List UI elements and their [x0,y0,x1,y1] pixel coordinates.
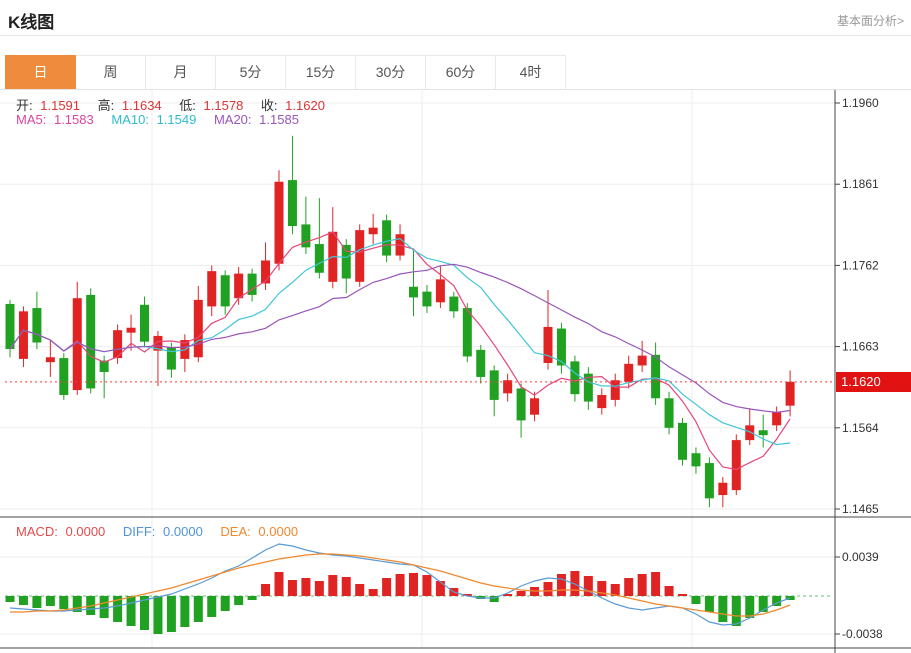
diff-line [9,543,791,626]
tab-15min[interactable]: 15分 [286,55,356,90]
ma20-label: MA20: [213,112,252,127]
current-price-badge: 1.1620 [836,372,911,392]
ma10-label: MA10: [111,112,149,127]
tab-30min[interactable]: 30分 [356,55,426,90]
price-tick-label: 1.1663 [842,340,879,354]
ma10-value: 1.1549 [156,112,197,127]
ma20-line [9,263,791,414]
ma-legend: MA5: 1.1583 MA10: 1.1549 MA20: 1.1585 [16,112,303,127]
price-tick-label: 1.1960 [842,96,879,110]
open-value: 1.1591 [40,98,81,113]
price-tick-label: 1.1861 [842,177,879,191]
open-label: 开: [16,98,33,113]
grid-lines [0,90,835,648]
macd-value: 0.0000 [65,524,106,539]
macd-histogram [5,571,795,634]
diff-label: DIFF: [122,524,156,539]
diff-value: 0.0000 [163,524,203,539]
tab-day[interactable]: 日 [5,55,76,90]
low-label: 低: [179,98,196,113]
macd-label: MACD: [16,524,58,539]
macd-legend: MACD: 0.0000 DIFF: 0.0000 DEA: 0.0000 [16,524,302,539]
price-tick-label: 1.1564 [842,421,879,435]
candles-layer [5,135,795,508]
high-label: 高: [97,98,115,113]
kline-chart[interactable]: 1.1960 1.1861 1.1762 1.1663 1.1564 1.1465 0.00… [0,90,911,653]
tab-month[interactable]: 月 [146,55,216,90]
tab-4hour[interactable]: 4时 [496,55,566,90]
close-value: 1.1620 [285,98,325,113]
page-title: K线图 [8,13,55,32]
ohlc-legend: 开: 1.1591 高: 1.1634 低: 1.1578 收: 1.1620 [16,95,329,114]
ma5-line [9,231,791,471]
high-value: 1.1634 [121,98,162,113]
tabbar-bottom-border [0,89,911,90]
title-divider [0,35,911,36]
price-tick-label: 1.1465 [842,502,879,516]
price-axis-labels: 1.1960 1.1861 1.1762 1.1663 1.1564 1.1465 0.00… [835,96,883,641]
dea-value: 0.0000 [258,524,299,539]
macd-tick-label: -0.0038 [842,627,883,641]
tab-60min[interactable]: 60分 [426,55,496,90]
kline-svg: 1.1960 1.1861 1.1762 1.1663 1.1564 1.1465 0.00… [0,90,911,653]
price-tick-label: 1.1762 [842,258,879,272]
dea-line [10,553,791,617]
ma5-label: MA5: [16,112,47,127]
tab-week[interactable]: 周 [76,55,146,90]
dea-label: DEA: [220,524,251,539]
fundamental-analysis-link[interactable]: 基本面分析> [836,14,904,28]
macd-tick-label: 0.0039 [842,550,879,564]
tab-5min[interactable]: 5分 [216,55,286,90]
low-value: 1.1578 [203,98,244,113]
ma20-value: 1.1585 [259,112,299,127]
interval-tab-bar: 日周月 5分 15分 30分 60分 4时 [5,55,566,90]
chart-frame [0,90,911,653]
ma5-value: 1.1583 [53,112,94,127]
close-label: 收: [260,98,278,113]
